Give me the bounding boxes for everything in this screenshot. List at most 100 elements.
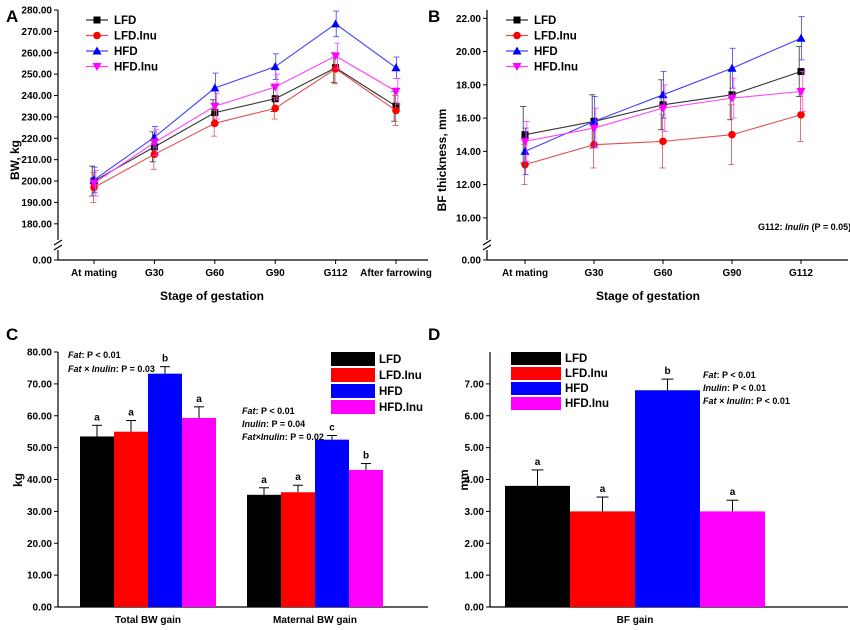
panel-b-legend-label: HFD.Inu <box>534 62 578 74</box>
panel-a-series-line <box>93 23 397 181</box>
panel-d-stat-p-value: : P < 0.01 <box>727 383 766 393</box>
panel-d-y-tick-label: 4.00 <box>465 475 485 486</box>
panel-c-y-tick-label: 60.00 <box>27 411 52 422</box>
panel-a-y-tick-label: 180.00 <box>21 219 52 230</box>
panel-a-data-point <box>270 62 280 71</box>
panel-d-stat-term: Fat <box>703 370 718 380</box>
panel-d-stat: Inulin: P < 0.01 <box>703 383 766 393</box>
panel-b-data-point <box>521 160 529 169</box>
panel-b-legend-label: LFD.Inu <box>534 31 577 43</box>
panel-d-y-tick-label: 0.00 <box>465 603 485 614</box>
panel-b-data-point <box>658 90 668 99</box>
panel-b-series-hfd-inu <box>520 71 806 162</box>
panel-d-stat-p-value: : P < 0.01 <box>751 396 790 406</box>
panel-d-stat-term: Inulin <box>703 383 727 393</box>
panel-a-y-tick-label: 260.00 <box>21 48 52 59</box>
panel-a-legend-marker <box>92 63 102 71</box>
panel-c-bar-hfd-inu <box>349 469 383 607</box>
panel-c-bar-lfd <box>247 494 281 607</box>
panel-a-data-point <box>149 139 159 148</box>
panel-c-bar-hfd <box>148 373 182 607</box>
panel-b-data-point <box>659 137 667 146</box>
panel-d-legend-swatch <box>511 397 561 410</box>
panel-b-y-tick-label: 14.00 <box>456 147 481 158</box>
panel-a-y-axis-label: BW, kg <box>8 140 22 180</box>
panel-a-data-point <box>392 102 400 110</box>
panel-a-y-tick-label: 200.00 <box>21 177 52 188</box>
panel-c-y-tick-label: 40.00 <box>27 475 52 486</box>
panel-b-y-tick-label: 20.00 <box>456 47 481 58</box>
panel-c-x-tick-label: Maternal BW gain <box>273 615 357 626</box>
panel-c-stat-maternal-p-value: : P = 0.02 <box>285 432 324 442</box>
panel-a-axis-break-gap <box>53 240 63 250</box>
panel-c-legend-swatch <box>331 368 375 382</box>
panel-a-legend-marker <box>93 16 101 24</box>
panel-c-x-tick-label: Total BW gain <box>115 615 181 626</box>
panel-d-bar-hfd <box>635 390 700 607</box>
panel-b-annotation: G112: Inulin (P = 0.05) <box>758 222 850 232</box>
panel-d-bar-hfd-inu <box>700 511 765 607</box>
panel-a-x-tick-label: After farrowing <box>360 268 432 279</box>
panel-a-y-tick-label: 240.00 <box>21 91 52 102</box>
panel-a-x-tick-label: G90 <box>266 268 285 279</box>
panel-c-bar-lfd <box>80 436 114 607</box>
panel-a-y-tick-label: 210.00 <box>21 155 52 166</box>
panel-d-significance-letter: a <box>730 487 736 498</box>
panel-a-y-tick-label: 230.00 <box>21 112 52 123</box>
panel-c-legend-label: HFD <box>379 386 403 398</box>
panel-b-y-tick-label: 16.00 <box>456 114 481 125</box>
panel-d-y-tick-label: 7.00 <box>465 379 485 390</box>
panel-a-letter: A <box>6 7 18 26</box>
panel-c-y-axis-label: kg <box>11 473 25 487</box>
panel-b-data-point <box>521 131 529 139</box>
panel-a-series-line <box>93 68 397 188</box>
panel-a-x-tick-label: G30 <box>145 268 164 279</box>
panel-a-x-tick-label: G60 <box>205 268 224 279</box>
panel-c-y-tick-label: 70.00 <box>27 379 52 390</box>
panel-d-y-axis-label: mm <box>457 469 471 490</box>
panel-c-stat-total-p-value: : P < 0.01 <box>82 350 121 360</box>
panel-b-x-tick-label: G60 <box>654 268 673 279</box>
panel-b-data-point <box>796 87 806 96</box>
panel-a-axis-break-slash-bottom <box>53 244 63 251</box>
panel-a-y-tick-label: 270.00 <box>21 27 52 38</box>
panel-b-x-tick-label: G90 <box>723 268 742 279</box>
panel-b-y-axis-label: BF thickness, mm <box>435 109 449 212</box>
panel-a-data-point <box>271 95 279 103</box>
panel-b-y-tick-label: 0.00 <box>462 256 482 267</box>
panel-d-y-tick-label: 1.00 <box>465 571 485 582</box>
panel-c-legend-label: LFD.Inu <box>379 370 422 382</box>
panel-c-significance-letter: a <box>196 394 202 405</box>
panel-c-stat-maternal-p-value: : P < 0.01 <box>256 406 295 416</box>
panel-d-y-tick-label: 6.00 <box>465 411 485 422</box>
panel-a-legend-marker <box>92 46 102 55</box>
panel-c-significance-letter: a <box>128 408 134 419</box>
panel-b-x-tick-label: At mating <box>502 268 548 279</box>
panel-c-significance-letter: a <box>261 475 267 486</box>
panel-a-series-hfd-inu <box>89 42 401 197</box>
panel-a-data-point <box>391 87 401 96</box>
panel-d-bar-lfd <box>505 485 570 607</box>
panel-a-legend-label: LFD <box>114 15 136 27</box>
panel-c-significance-letter: b <box>363 451 369 462</box>
panel-c-bar-hfd-inu <box>182 417 216 607</box>
panel-c-significance-letter: c <box>329 423 335 434</box>
panel-b-data-point <box>520 146 530 155</box>
panel-b-letter: B <box>428 7 440 26</box>
panel-c-legend-swatch <box>331 400 375 414</box>
panel-a-data-point <box>331 52 341 61</box>
panel-a-legend-label: LFD.Inu <box>114 31 157 43</box>
panel-a-x-tick-label: At mating <box>71 268 117 279</box>
panel-c-stat-maternal: Fat×Inulin: P = 0.02 <box>242 432 324 442</box>
panel-a-data-point <box>270 83 280 92</box>
panel-c-legend-label: HFD.Inu <box>379 402 423 414</box>
panel-d-legend-swatch <box>511 352 561 365</box>
panel-a-series-line <box>93 67 397 182</box>
panel-d-y-tick-label: 5.00 <box>465 443 485 454</box>
panel-c-stat-maternal-term: Inulin <box>242 419 266 429</box>
panel-c-legend-swatch <box>331 352 375 366</box>
panel-b-x-tick-label: G112 <box>789 268 813 279</box>
panel-b-y-tick-label: 10.00 <box>456 213 481 224</box>
panel-d-significance-letter: b <box>664 366 670 377</box>
panel-b-y-tick-label: 12.00 <box>456 180 481 191</box>
